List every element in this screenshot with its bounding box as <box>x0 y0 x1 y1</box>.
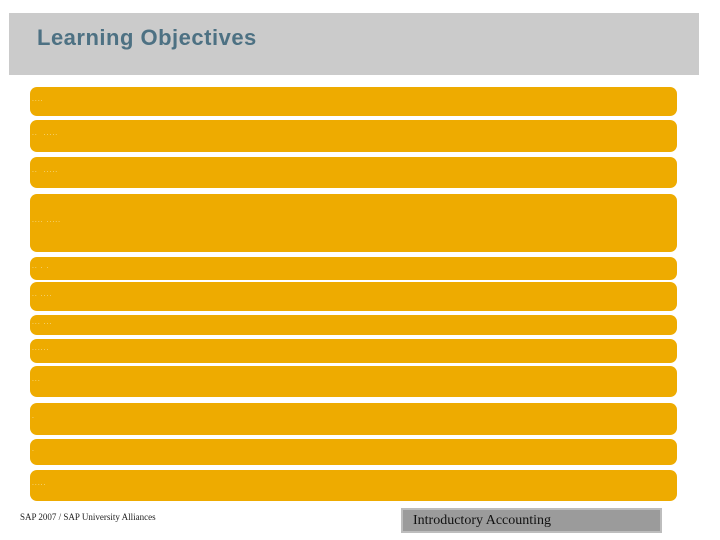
objective-text-illegible: ···· <box>32 97 44 105</box>
objective-bar: ··· ··· <box>30 315 677 335</box>
objective-text-illegible: ·· ···· <box>32 292 53 300</box>
slide-header: Learning Objectives <box>9 13 699 75</box>
objective-bar: ··· <box>30 366 677 397</box>
footer-course-badge: Introductory Accounting <box>401 508 662 533</box>
objective-text-illegible: ·· · · <box>32 264 50 272</box>
objective-text-illegible: ·· ····· <box>32 168 59 176</box>
objective-bar: ······ <box>30 339 677 363</box>
objective-text-illegible: ·· ····· <box>32 132 59 139</box>
objective-bar: ···· ····· <box>30 194 677 252</box>
objective-bar: ·· ····· <box>30 120 677 152</box>
footer-credit: SAP 2007 / SAP University Alliances <box>20 512 156 522</box>
objective-bar: ·· ···· <box>30 282 677 311</box>
objective-bar: ·· ····· <box>30 157 677 188</box>
objective-text-illegible: ······ <box>32 347 50 354</box>
objective-bar: · <box>30 403 677 435</box>
objective-bar: ···· <box>30 87 677 116</box>
objective-text-illegible: ···· ····· <box>32 219 62 226</box>
objective-bar: · <box>30 439 677 465</box>
objective-bar: ····· <box>30 470 677 501</box>
objective-text-illegible: · <box>32 448 35 455</box>
objective-text-illegible: ··· <box>32 377 41 385</box>
objective-text-illegible: ····· <box>32 481 47 489</box>
page-title: Learning Objectives <box>37 25 257 50</box>
footer-course-title: Introductory Accounting <box>413 512 552 528</box>
objective-text-illegible: ··· ··· <box>32 321 53 328</box>
objective-bar: ·· · · <box>30 257 677 280</box>
objective-text-illegible: · <box>32 415 35 422</box>
